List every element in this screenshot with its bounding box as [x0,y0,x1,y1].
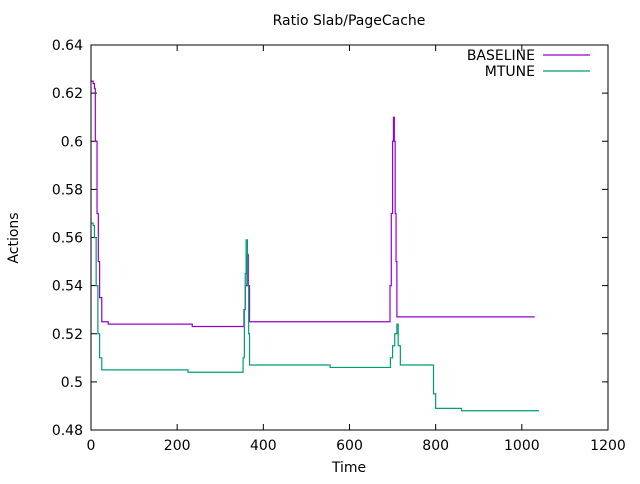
plot-frame [90,44,609,431]
y-tick-label: 0.6 [61,134,83,150]
series-line-mtune [91,222,540,412]
y-axis-label: Actions [6,212,22,263]
x-tick-label: 400 [250,438,277,454]
y-tick-label: 0.54 [52,279,83,295]
y-tick-label: 0.56 [52,231,83,247]
legend-label: MTUNE [485,64,535,80]
y-tick-label: 0.52 [52,327,83,343]
x-tick-label: 800 [422,438,449,454]
legend-label: BASELINE [467,48,535,64]
chart-title: Ratio Slab/PageCache [273,13,426,29]
x-tick-label: 0 [87,438,96,454]
series-line-baseline [91,80,535,328]
y-tick-label: 0.64 [52,38,83,54]
x-tick-label: 1200 [590,438,626,454]
y-tick-label: 0.62 [52,86,83,102]
x-tick-label: 1000 [504,438,540,454]
x-tick-label: 200 [164,438,191,454]
x-axis-label: Time [331,460,366,476]
y-tick-label: 0.5 [61,375,83,391]
y-tick-label: 0.58 [52,182,83,198]
x-tick-label: 600 [336,438,363,454]
y-tick-label: 0.48 [52,423,83,439]
